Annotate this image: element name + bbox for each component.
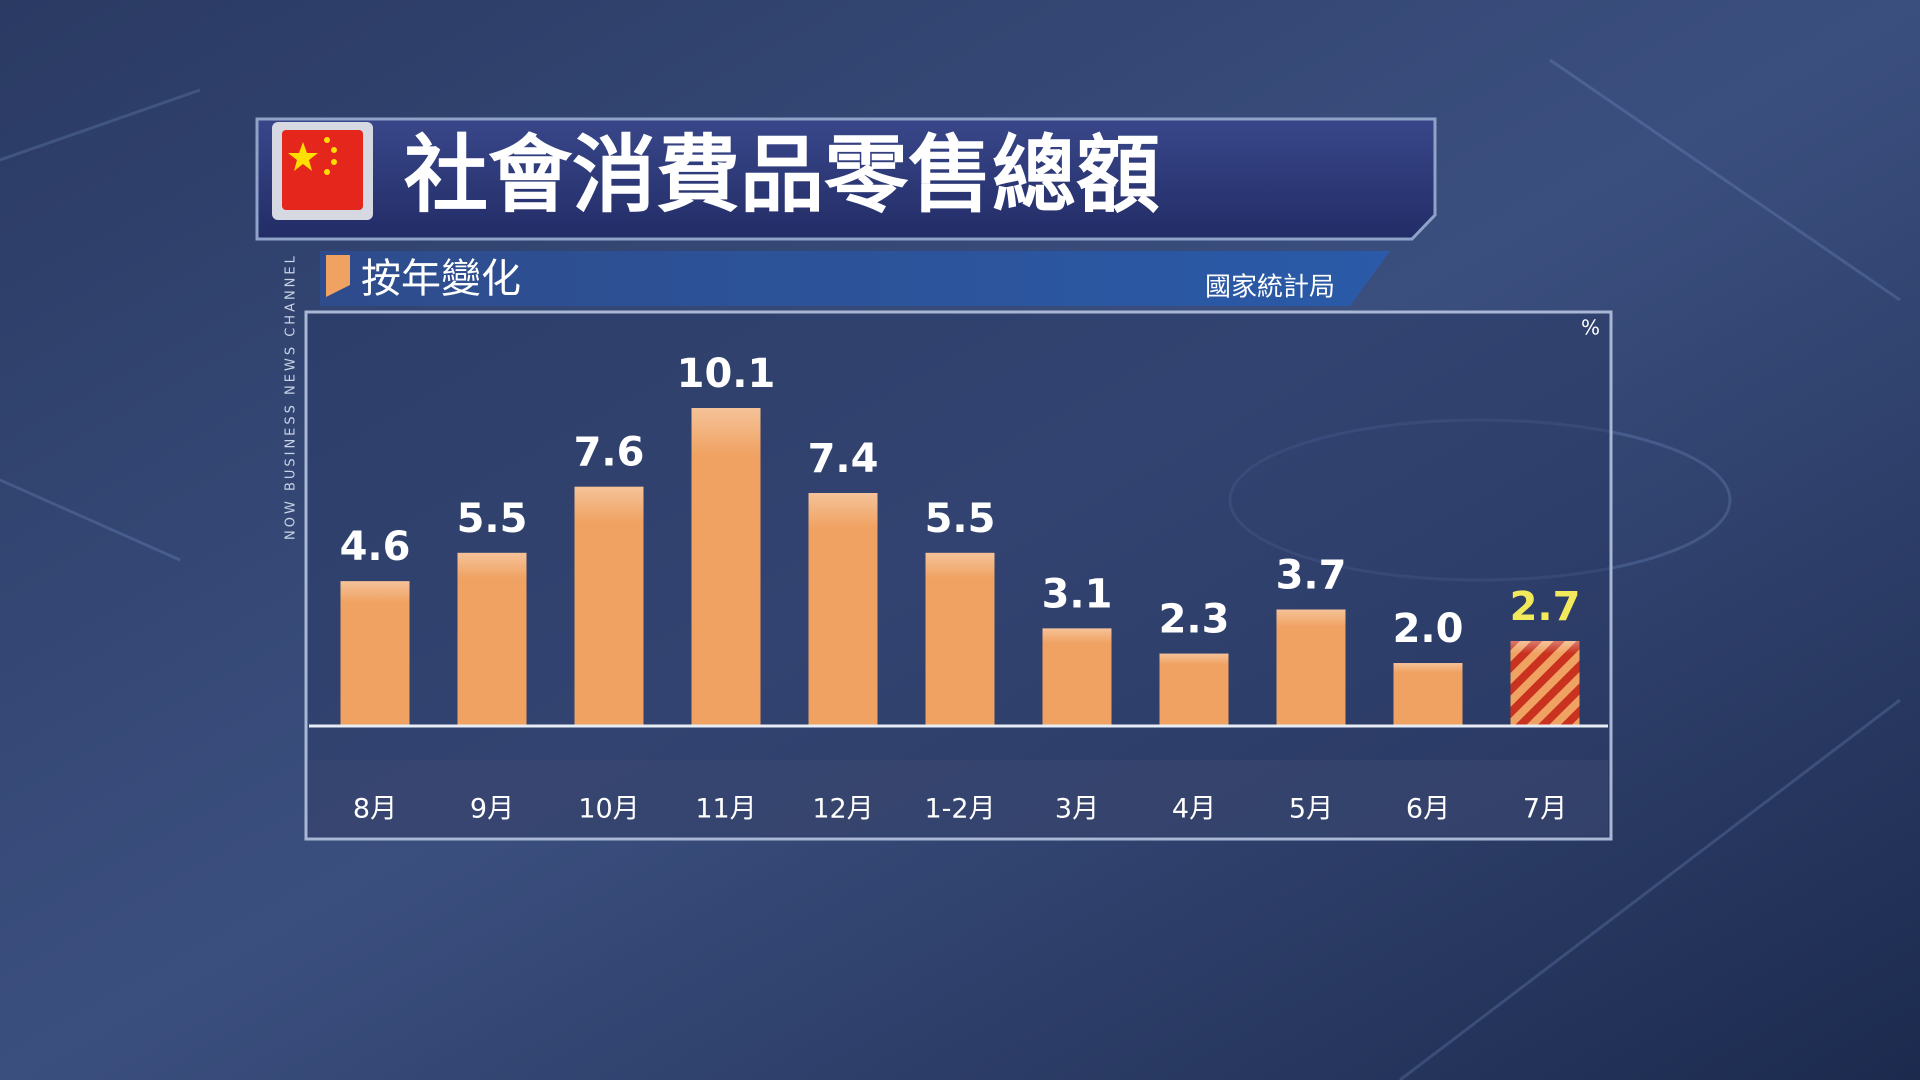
value-label: 7.4 xyxy=(808,436,879,482)
plot-area: 8月 4.6 9月 5.5 10月 7.6 11月 10.1 12月 7.4 1-2月 5.5 3月 3.… xyxy=(340,351,1581,825)
bar-shine xyxy=(925,552,995,726)
flag-small-stars xyxy=(324,137,337,175)
title-bar xyxy=(255,117,1437,241)
x-tick-label: 5月 xyxy=(1289,794,1333,825)
value-label: 2.0 xyxy=(1393,606,1464,652)
value-label: 2.7 xyxy=(1510,584,1581,630)
x-tick-label: 3月 xyxy=(1055,794,1099,825)
chart-title: 社會消費品零售總額 xyxy=(404,126,1160,224)
bar-shine xyxy=(574,486,644,726)
x-tick-label: 10月 xyxy=(578,794,639,825)
x-tick-label: 9月 xyxy=(470,794,514,825)
value-label: 3.7 xyxy=(1276,553,1347,599)
bar-shine xyxy=(1159,653,1229,726)
value-label: 3.1 xyxy=(1042,571,1113,617)
value-label: 2.3 xyxy=(1159,597,1230,643)
flag xyxy=(282,130,363,210)
x-tick-label: 1-2月 xyxy=(924,794,995,825)
x-tick-label: 12月 xyxy=(812,794,873,825)
subtitle-bar xyxy=(320,251,1390,306)
bar-shine xyxy=(1042,628,1112,726)
bar-shine xyxy=(1276,609,1346,726)
value-label: 5.5 xyxy=(457,496,528,542)
x-tick-label: 6月 xyxy=(1406,794,1450,825)
bar-shine xyxy=(457,552,527,726)
bar-shine xyxy=(340,581,410,726)
decoration xyxy=(0,58,1901,1080)
source: 國家統計局 xyxy=(1205,273,1335,303)
channel-label: NOW BUSINESS NEWS CHANNEL xyxy=(284,253,299,540)
flag-star xyxy=(288,142,318,171)
value-label: 4.6 xyxy=(340,524,411,570)
x-tick-label: 8月 xyxy=(353,794,397,825)
subtitle-marker xyxy=(326,255,350,297)
x-tick-label: 7月 xyxy=(1523,794,1567,825)
value-label: 7.6 xyxy=(574,430,645,476)
x-tick-label: 4月 xyxy=(1172,794,1216,825)
unit-label: % xyxy=(1581,316,1600,340)
bar-shine xyxy=(1510,640,1580,726)
bar-shine xyxy=(1393,663,1463,726)
bar-shine xyxy=(808,493,878,726)
x-tick-label: 11月 xyxy=(695,794,756,825)
value-label: 10.1 xyxy=(677,351,776,397)
category-band xyxy=(309,760,1608,836)
bar-shine xyxy=(691,408,761,726)
value-label: 5.5 xyxy=(925,496,996,542)
chart-subtitle: 按年變化 xyxy=(361,256,521,302)
